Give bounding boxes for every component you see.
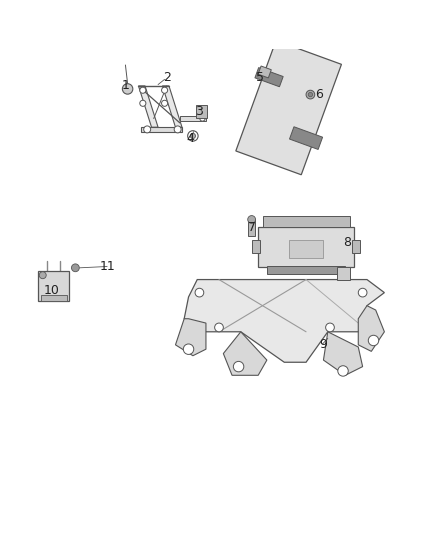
Circle shape	[306, 90, 315, 99]
Bar	[258, 228, 354, 266]
Circle shape	[195, 288, 204, 297]
Circle shape	[184, 344, 194, 354]
Circle shape	[325, 323, 334, 332]
Text: 8: 8	[343, 236, 351, 249]
Polygon shape	[138, 86, 158, 127]
Bar	[196, 106, 207, 118]
Circle shape	[248, 215, 255, 223]
Bar	[267, 265, 345, 274]
Circle shape	[144, 126, 151, 133]
Polygon shape	[358, 305, 385, 351]
Polygon shape	[141, 127, 182, 132]
Polygon shape	[258, 66, 271, 78]
Polygon shape	[236, 41, 342, 175]
Circle shape	[338, 366, 348, 376]
Circle shape	[358, 288, 367, 297]
Text: 1: 1	[121, 79, 129, 92]
Circle shape	[140, 100, 146, 107]
Text: 4: 4	[187, 132, 194, 144]
Bar	[41, 295, 67, 301]
Circle shape	[71, 264, 79, 272]
Circle shape	[233, 361, 244, 372]
Circle shape	[308, 92, 313, 97]
Circle shape	[162, 100, 168, 107]
Text: 3: 3	[195, 106, 203, 118]
Text: 7: 7	[247, 221, 256, 234]
Polygon shape	[323, 332, 363, 375]
Circle shape	[39, 272, 46, 279]
Text: 11: 11	[100, 260, 116, 273]
Bar	[352, 240, 360, 254]
Polygon shape	[176, 319, 206, 356]
Circle shape	[174, 126, 181, 133]
Text: 9: 9	[319, 338, 327, 351]
Polygon shape	[162, 86, 182, 127]
Bar	[252, 240, 260, 254]
Text: 5: 5	[256, 71, 265, 84]
Circle shape	[140, 87, 146, 93]
Circle shape	[368, 335, 379, 346]
Polygon shape	[336, 266, 350, 279]
Text: 2: 2	[163, 71, 171, 84]
Bar	[39, 271, 69, 301]
Circle shape	[215, 323, 223, 332]
Circle shape	[162, 87, 168, 93]
Polygon shape	[180, 116, 206, 120]
Polygon shape	[255, 68, 283, 87]
Text: 10: 10	[43, 284, 60, 297]
Polygon shape	[290, 127, 323, 149]
Bar	[262, 216, 350, 228]
Polygon shape	[184, 279, 385, 362]
Circle shape	[200, 116, 205, 121]
Circle shape	[190, 133, 195, 139]
Bar	[248, 219, 255, 236]
Text: 6: 6	[315, 88, 323, 101]
Polygon shape	[223, 332, 267, 375]
Circle shape	[122, 84, 133, 94]
Bar	[289, 240, 323, 258]
